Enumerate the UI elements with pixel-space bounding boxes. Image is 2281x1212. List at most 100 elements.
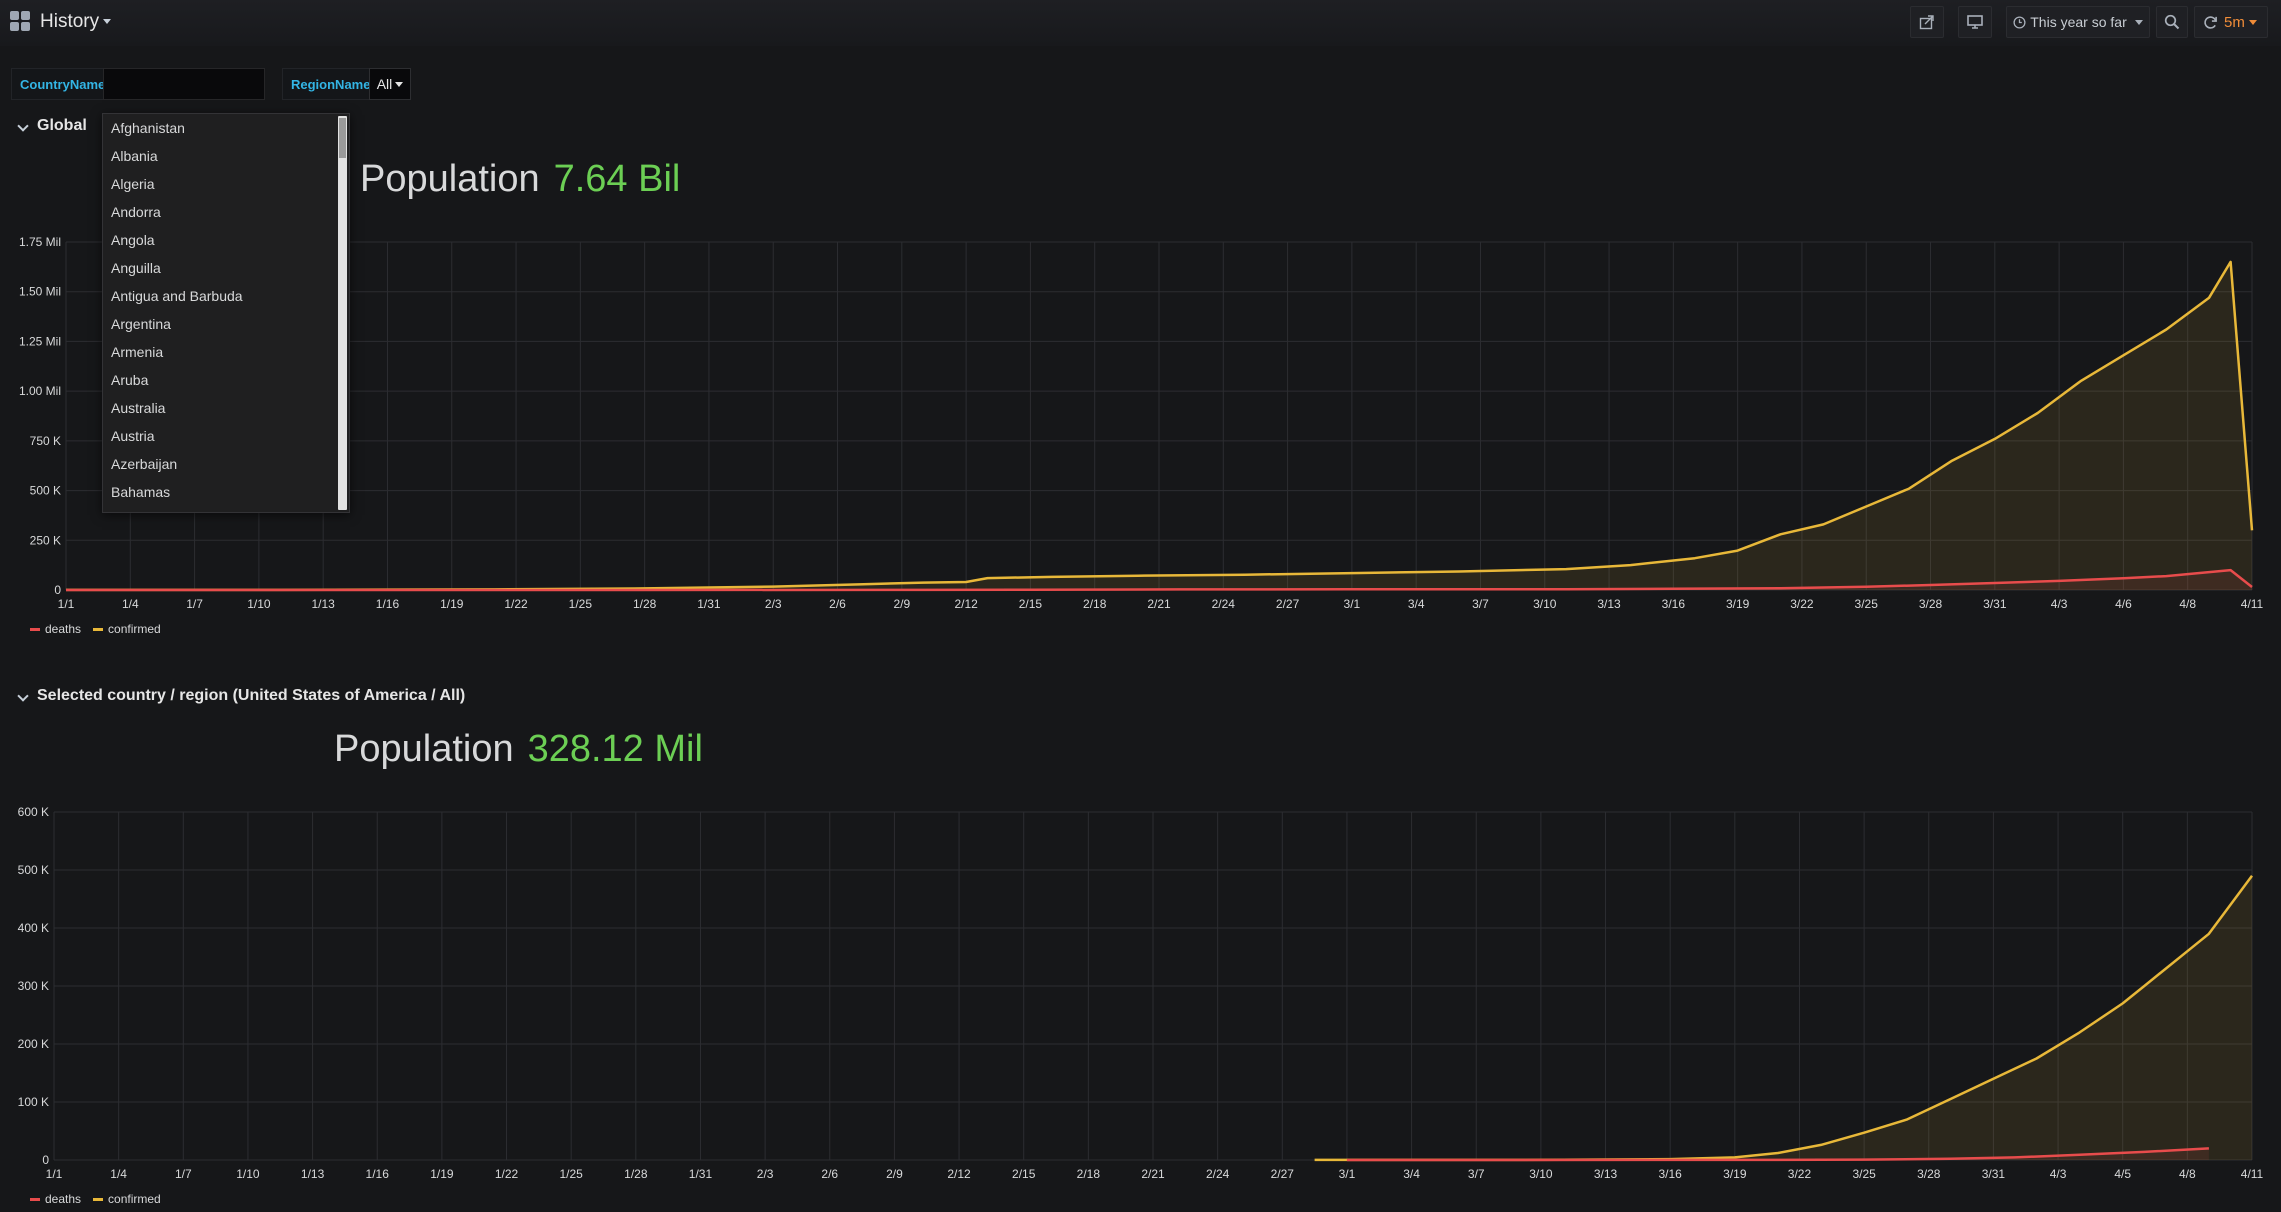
legend-label: confirmed (108, 622, 161, 636)
dropdown-option[interactable]: Argentina (111, 316, 171, 332)
x-tick-label: 3/28 (1917, 1167, 1941, 1181)
dropdown-option[interactable]: Albania (111, 148, 158, 164)
x-tick-label: 2/18 (1077, 1167, 1101, 1181)
series-line-deaths[interactable] (1346, 1147, 2209, 1162)
chevron-down-icon[interactable] (103, 19, 111, 24)
share-button[interactable] (1910, 6, 1944, 38)
x-tick-label: 2/3 (765, 597, 782, 611)
time-range-picker[interactable]: This year so far (2006, 6, 2150, 38)
x-tick-label: 3/1 (1344, 597, 1361, 611)
y-tick-label: 100 K (18, 1095, 49, 1109)
country-name-input[interactable] (103, 68, 265, 100)
x-tick-label: 1/1 (46, 1167, 63, 1181)
y-tick-label: 400 K (18, 921, 49, 935)
population-value: 328.12 Mil (527, 728, 703, 770)
dropdown-option[interactable]: Azerbaijan (111, 456, 178, 472)
series-line-confirmed[interactable] (66, 260, 2254, 592)
dropdown-scrollbar-thumb[interactable] (339, 118, 346, 158)
population-label: Population (334, 728, 514, 770)
legend-label: deaths (45, 622, 82, 636)
legend-swatch (93, 1197, 104, 1201)
zoom-out-button[interactable] (2156, 6, 2188, 38)
y-tick-label: 1.00 Mil (19, 384, 61, 398)
region-variable-label: RegionName (282, 68, 380, 100)
legend-item-deaths[interactable]: deaths (30, 622, 81, 636)
dropdown-option[interactable]: Armenia (111, 344, 164, 360)
dropdown-option[interactable]: Algeria (111, 176, 155, 192)
tv-mode-button[interactable] (1958, 6, 1992, 38)
series-area-confirmed (66, 261, 2252, 590)
x-tick-label: 2/12 (947, 1167, 971, 1181)
x-tick-label: 1/13 (311, 597, 335, 611)
x-tick-label: 2/9 (893, 597, 910, 611)
x-tick-label: 2/21 (1141, 1167, 1165, 1181)
dropdown-option[interactable]: Antigua and Barbuda (111, 288, 243, 304)
legend-swatch (30, 1197, 40, 1201)
row-title-global[interactable]: Global (37, 117, 87, 134)
x-tick-label: 3/1 (1339, 1167, 1356, 1181)
legend-swatch (93, 627, 104, 631)
y-tick-label: 500 K (18, 863, 49, 877)
country-cases-chart[interactable]: 0 100 K 200 K 300 K 400 K 500 K 600 K 1/1 1/4 1/7… (0, 800, 2281, 1185)
y-tick-label: 1.50 Mil (19, 285, 61, 299)
series-area-deaths (1346, 1148, 2209, 1160)
global-cases-chart[interactable]: 0 250 K 500 K 750 K 1.00 Mil 1.25 Mil 1.50 Mil… (0, 230, 2281, 615)
monitor-icon (1967, 15, 1983, 29)
x-tick-label: 3/25 (1855, 597, 1879, 611)
dropdown-scrollbar[interactable] (338, 116, 347, 510)
country-population-stat: Population 328.12 Mil (334, 728, 703, 771)
country-name-dropdown[interactable]: Afghanistan Albania Algeria Andorra Angola An… (102, 113, 350, 513)
x-tick-label: 1/16 (366, 1167, 390, 1181)
legend-item-confirmed[interactable]: confirmed (93, 622, 161, 636)
legend-item-deaths[interactable]: deaths (30, 1192, 81, 1206)
series-line-deaths[interactable] (66, 568, 2253, 592)
x-tick-label: 2/3 (757, 1167, 774, 1181)
x-tick-label: 1/25 (569, 597, 593, 611)
y-tick-label: 200 K (18, 1037, 49, 1051)
legend-swatch (30, 627, 40, 631)
row-collapse-chevron-icon[interactable] (17, 690, 29, 702)
x-tick-label: 2/21 (1147, 597, 1171, 611)
refresh-interval: 5m (2224, 13, 2245, 31)
x-tick-label: 1/19 (440, 597, 464, 611)
x-tick-label: 2/15 (1012, 1167, 1036, 1181)
legend-label: confirmed (108, 1192, 161, 1206)
y-tick-label: 250 K (30, 533, 61, 547)
x-tick-label: 1/16 (376, 597, 400, 611)
x-tick-label: 1/13 (301, 1167, 325, 1181)
x-tick-label: 2/24 (1212, 597, 1236, 611)
dropdown-option[interactable]: Australia (111, 400, 166, 416)
dropdown-option[interactable]: Anguilla (111, 260, 161, 276)
x-tick-label: 3/19 (1723, 1167, 1747, 1181)
x-tick-label: 1/10 (236, 1167, 260, 1181)
x-tick-label: 2/27 (1271, 1167, 1295, 1181)
x-tick-label: 2/9 (886, 1167, 903, 1181)
dropdown-option[interactable]: Bahamas (111, 484, 171, 500)
population-label: Population (360, 158, 540, 200)
x-tick-label: 2/15 (1019, 597, 1043, 611)
dropdown-option[interactable]: Austria (111, 428, 155, 444)
time-range-label: This year so far (2030, 14, 2127, 30)
y-tick-label: 500 K (30, 484, 61, 498)
x-tick-label: 3/13 (1594, 1167, 1618, 1181)
row-title-selected-country[interactable]: Selected country / region (United States… (37, 687, 466, 704)
x-tick-label: 2/24 (1206, 1167, 1230, 1181)
dropdown-option[interactable]: Angola (111, 232, 155, 248)
x-tick-label: 1/31 (689, 1167, 713, 1181)
x-tick-label: 1/10 (247, 597, 271, 611)
x-tick-label: 3/19 (1726, 597, 1750, 611)
refresh-picker[interactable]: 5m (2194, 6, 2268, 38)
region-name-select[interactable]: All (369, 68, 411, 100)
dashboard-title[interactable]: History (40, 11, 100, 32)
x-tick-label: 1/25 (559, 1167, 583, 1181)
x-tick-label: 1/4 (122, 597, 139, 611)
legend-label: deaths (45, 1192, 82, 1206)
row-collapse-chevron-icon[interactable] (17, 120, 29, 132)
global-chart-legend: deaths confirmed (30, 622, 161, 636)
dashboard-grid-icon[interactable] (10, 11, 30, 31)
dropdown-option[interactable]: Aruba (111, 372, 149, 388)
dropdown-option[interactable]: Andorra (111, 204, 161, 220)
legend-item-confirmed[interactable]: confirmed (93, 1192, 161, 1206)
x-tick-label: 4/11 (2241, 1167, 2264, 1181)
dropdown-option[interactable]: Afghanistan (111, 120, 185, 136)
